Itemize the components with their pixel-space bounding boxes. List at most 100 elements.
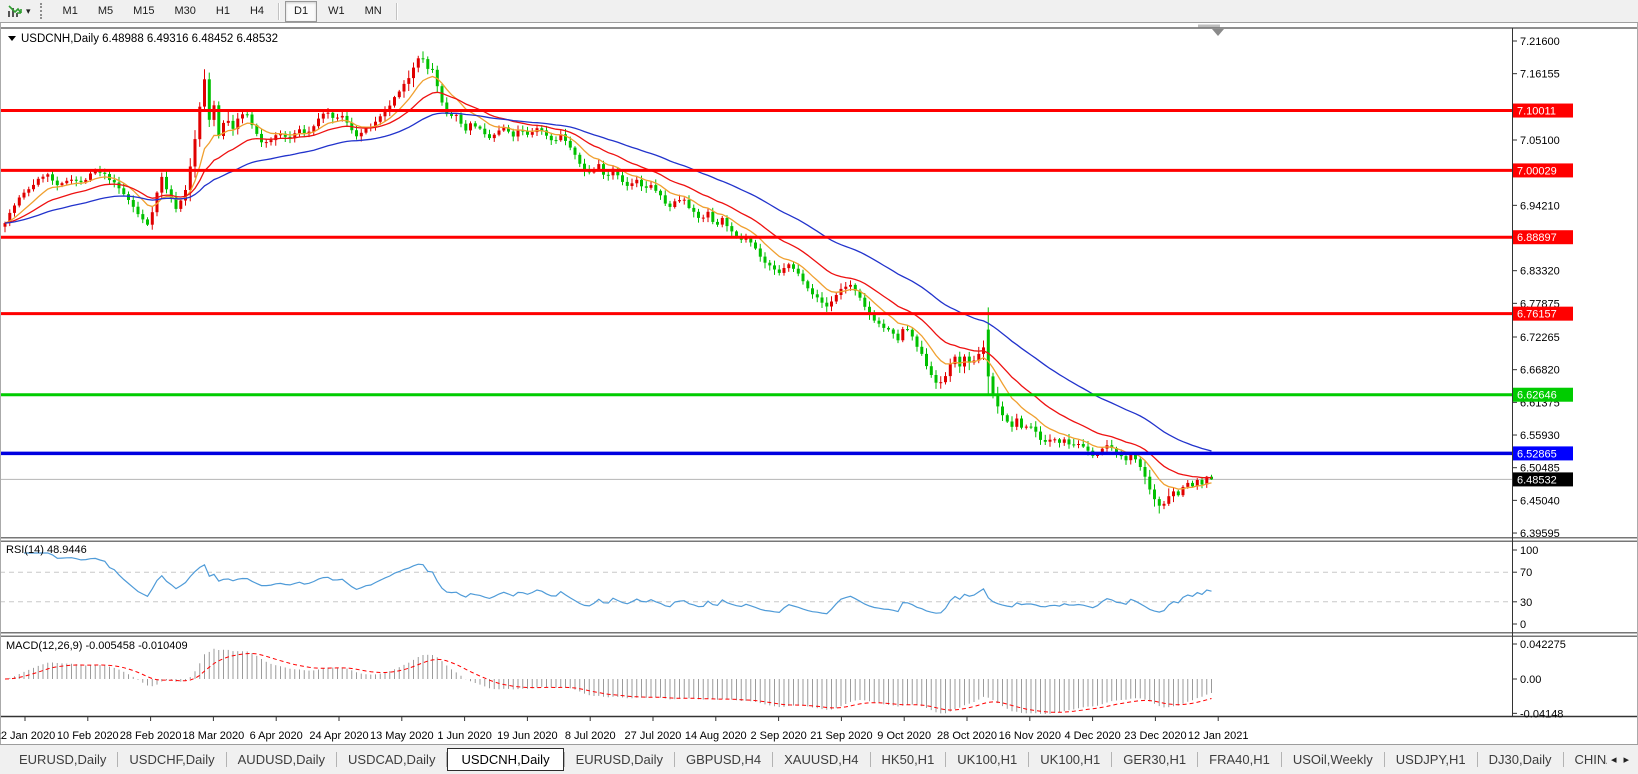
price-level-badge bbox=[1513, 230, 1573, 245]
candlestick-series bbox=[3, 51, 1213, 514]
price-tick-label: 6.83320 bbox=[1520, 266, 1560, 278]
price-level-badge-label: 6.52865 bbox=[1517, 448, 1557, 460]
toolbar-grip[interactable] bbox=[39, 3, 46, 19]
date-tick-label: 12 Jan 2021 bbox=[1188, 730, 1249, 742]
date-tick-label: 16 Nov 2020 bbox=[999, 730, 1061, 742]
date-tick-label: 1 Jun 2020 bbox=[437, 730, 491, 742]
timeframe-button-m1[interactable]: M1 bbox=[62, 4, 78, 17]
timeframe-button-h4[interactable]: H4 bbox=[249, 4, 265, 17]
price-level-badge-label: 7.00029 bbox=[1517, 165, 1557, 177]
tab-separator bbox=[945, 752, 947, 767]
price-tick-label: 7.21600 bbox=[1520, 36, 1560, 48]
date-tick-label: 27 Jul 2020 bbox=[625, 730, 682, 742]
rsi-tick-label: 0 bbox=[1520, 619, 1526, 631]
symbol-tab-ger30-h1[interactable]: GER30,H1 bbox=[1123, 752, 1187, 767]
tabs-scroll-right-icon[interactable]: ▸ bbox=[1623, 753, 1629, 766]
chevron-down-icon[interactable]: ▾ bbox=[26, 5, 31, 16]
macd-tick-label: 0.042275 bbox=[1520, 639, 1566, 651]
macd-histogram bbox=[9, 648, 1212, 714]
tab-separator bbox=[336, 752, 338, 767]
tab-separator bbox=[869, 752, 871, 767]
chart-window: 7.21600 7.16155 7.05100 6.94210 6.83320 6.778… bbox=[0, 23, 1638, 744]
price-tick-label: 7.05100 bbox=[1520, 135, 1560, 147]
symbol-tab-fra40-h1[interactable]: FRA40,H1 bbox=[1209, 752, 1270, 767]
macd-signal-line bbox=[4, 652, 1212, 713]
price-axis: 7.216007.161557.051006.942106.833206.778… bbox=[1512, 36, 1573, 540]
price-level-badge-label: 6.48532 bbox=[1517, 474, 1557, 486]
timeframe-button-mn[interactable]: MN bbox=[364, 4, 382, 17]
price-level-badge bbox=[1513, 306, 1573, 321]
price-level-badge-label: 6.62646 bbox=[1517, 390, 1557, 402]
symbol-tab-usdcad-daily[interactable]: USDCAD,Daily bbox=[348, 752, 436, 767]
date-tick-label: 19 Jun 2020 bbox=[497, 730, 558, 742]
macd-tick-label: 0.00 bbox=[1520, 674, 1541, 686]
tab-separator bbox=[446, 752, 448, 767]
tab-separator bbox=[1280, 752, 1282, 767]
symbol-tab-uk100-h1[interactable]: UK100,H1 bbox=[1040, 752, 1101, 767]
title-dropdown-icon[interactable] bbox=[8, 36, 16, 41]
chart-canvas[interactable]: 7.216007.161557.051006.942106.833206.778… bbox=[0, 23, 1638, 744]
moving-average-line-45 bbox=[4, 112, 1212, 452]
date-tick-label: 23 Dec 2020 bbox=[1124, 730, 1186, 742]
symbol-tab-usdjpy-h1[interactable]: USDJPY,H1 bbox=[1395, 752, 1466, 767]
tab-separator bbox=[1028, 752, 1030, 767]
price-level-badge bbox=[1513, 472, 1573, 487]
date-tick-label: 13 May 2020 bbox=[370, 730, 434, 742]
symbol-tab-eurusd-daily[interactable]: EURUSD,Daily bbox=[19, 752, 107, 767]
timeframe-button-m30[interactable]: M30 bbox=[174, 4, 196, 17]
date-tick-label: 28 Oct 2020 bbox=[937, 730, 997, 742]
price-tick-label: 6.39595 bbox=[1520, 528, 1560, 540]
symbol-tab-bar: EURUSD,Daily USDCHF,Daily AUDUSD,Daily USDC… bbox=[0, 744, 1638, 774]
timeframe-button-m15[interactable]: M15 bbox=[133, 4, 155, 17]
tab-separator bbox=[1383, 752, 1385, 767]
rsi-tick-label: 100 bbox=[1520, 545, 1538, 557]
timeframe-button-m5[interactable]: M5 bbox=[97, 4, 114, 17]
toolbar: ▾ M1 M5 M15 M30 H1 H4 D1 W1 MN bbox=[0, 0, 1638, 23]
price-tick-label: 6.50485 bbox=[1520, 463, 1560, 475]
timeframe-button-w1[interactable]: W1 bbox=[328, 4, 345, 17]
price-tick-label: 6.45040 bbox=[1520, 495, 1560, 507]
macd-tick-label: -0.04148 bbox=[1520, 708, 1563, 720]
symbol-tab-uk100-h1[interactable]: UK100,H1 bbox=[957, 752, 1018, 767]
symbol-tab-eurusd-daily[interactable]: EURUSD,Daily bbox=[575, 752, 663, 767]
symbol-tab-xauusd-h4[interactable]: XAUUSD,H4 bbox=[784, 752, 859, 767]
tab-separator bbox=[117, 752, 119, 767]
chart-shift-marker[interactable] bbox=[1212, 29, 1224, 36]
tab-separator bbox=[1111, 752, 1113, 767]
tab-separator bbox=[1562, 752, 1564, 767]
chart-title: USDCNH,Daily 6.48988 6.49316 6.48452 6.4… bbox=[21, 33, 278, 45]
moving-average-line-20 bbox=[4, 91, 1212, 479]
rsi-indicator-label: RSI(14) 48.9446 bbox=[6, 544, 87, 556]
symbol-tab-audusd-daily[interactable]: AUDUSD,Daily bbox=[237, 752, 326, 767]
tabs-scroll-left-icon[interactable]: ◂ bbox=[1610, 753, 1617, 766]
price-level-badge-label: 6.76157 bbox=[1517, 309, 1557, 321]
symbol-tab-china300-h1[interactable]: CHINA300,H1 bbox=[1574, 752, 1607, 767]
date-tick-label: 24 Apr 2020 bbox=[309, 730, 368, 742]
tab-separator bbox=[225, 752, 227, 767]
macd-axis: 0.042275 0.00 -0.04148 bbox=[1512, 639, 1566, 720]
tab-separator bbox=[1476, 752, 1478, 767]
rsi-tick-label: 70 bbox=[1520, 567, 1532, 579]
tab-separator bbox=[772, 752, 774, 767]
price-tick-label: 6.72265 bbox=[1520, 332, 1560, 344]
time-axis[interactable]: 22 Jan 2020 10 Feb 2020 28 Feb 2020 18 Mar … bbox=[0, 717, 1248, 742]
timeframe-button-d1[interactable]: D1 bbox=[285, 0, 318, 22]
price-level-badge-label: 7.10011 bbox=[1517, 106, 1556, 118]
symbol-tab-gbpusd-h4[interactable]: GBPUSD,H4 bbox=[685, 752, 762, 767]
chart-tool-group[interactable]: ▾ bbox=[0, 4, 35, 19]
symbol-tab-dj30-daily[interactable]: DJ30,Daily bbox=[1488, 752, 1552, 767]
symbol-tab-usdcnh-daily[interactable]: USDCNH,Daily bbox=[447, 748, 564, 771]
macd-indicator-label: MACD(12,26,9) -0.005458 -0.010409 bbox=[6, 640, 188, 652]
symbol-tab-hk50-h1[interactable]: HK50,H1 bbox=[881, 752, 935, 767]
date-tick-label: 2 Sep 2020 bbox=[750, 730, 806, 742]
price-level-badge bbox=[1513, 103, 1573, 118]
timeframe-button-h1[interactable]: H1 bbox=[215, 4, 230, 17]
symbol-tab-usdchf-daily[interactable]: USDCHF,Daily bbox=[129, 752, 215, 767]
symbol-tab-usoil-weekly[interactable]: USOil,Weekly bbox=[1292, 752, 1373, 767]
chart-scrollbar-thumb[interactable] bbox=[1198, 24, 1220, 28]
chart-shift-icon[interactable] bbox=[6, 4, 23, 19]
price-level-badge bbox=[1513, 387, 1573, 402]
date-tick-label: 6 Apr 2020 bbox=[250, 730, 303, 742]
date-tick-label: 10 Feb 2020 bbox=[57, 730, 119, 742]
date-tick-label: 28 Feb 2020 bbox=[120, 730, 182, 742]
